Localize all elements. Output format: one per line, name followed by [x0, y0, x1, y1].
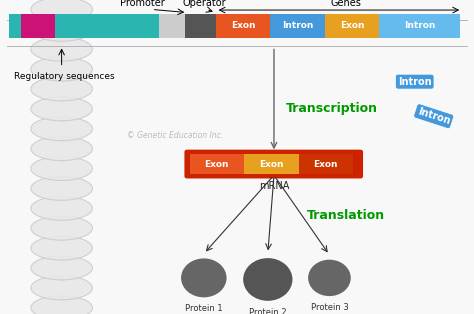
Text: Operator: Operator [182, 0, 226, 8]
Ellipse shape [31, 236, 92, 260]
Text: Exon: Exon [340, 21, 364, 30]
Bar [159, 14, 185, 38]
Ellipse shape [31, 17, 92, 41]
Ellipse shape [31, 137, 92, 160]
FancyBboxPatch shape [186, 151, 362, 177]
Ellipse shape [31, 97, 92, 121]
Ellipse shape [31, 77, 92, 101]
Bar [185, 14, 216, 38]
Text: Protein 2: Protein 2 [249, 308, 287, 314]
Text: Protein 1: Protein 1 [185, 304, 223, 313]
Ellipse shape [31, 157, 92, 181]
Text: Intron: Intron [398, 77, 431, 87]
Ellipse shape [31, 176, 92, 200]
Text: Intron: Intron [282, 21, 313, 30]
Text: Promoter: Promoter [120, 0, 164, 8]
Text: Intron: Intron [416, 106, 451, 126]
Bar [55, 14, 159, 38]
Ellipse shape [31, 0, 92, 21]
Bar [325, 14, 379, 38]
Text: Intron: Intron [404, 21, 435, 30]
Text: Protein 3: Protein 3 [310, 303, 348, 312]
Ellipse shape [31, 276, 92, 300]
Text: © Genetic Education Inc.: © Genetic Education Inc. [127, 131, 224, 139]
Bar [9, 14, 21, 38]
Text: Exon: Exon [231, 21, 255, 30]
Text: Translation: Translation [307, 208, 385, 222]
Text: Genes: Genes [330, 0, 362, 8]
Text: mRNA: mRNA [259, 181, 289, 191]
Text: Transcription: Transcription [286, 102, 378, 115]
Text: Exon: Exon [314, 160, 338, 169]
Bar [299, 154, 353, 174]
Ellipse shape [31, 37, 92, 61]
Ellipse shape [31, 196, 92, 220]
Bar [190, 154, 244, 174]
Ellipse shape [31, 57, 92, 81]
Ellipse shape [31, 216, 92, 240]
Ellipse shape [31, 256, 92, 280]
Ellipse shape [31, 117, 92, 141]
Ellipse shape [181, 258, 227, 297]
Bar [244, 154, 299, 174]
Ellipse shape [243, 258, 292, 301]
Bar [270, 14, 325, 38]
Bar [379, 14, 460, 38]
Text: Exon: Exon [205, 160, 229, 169]
Ellipse shape [31, 296, 92, 314]
Text: Exon: Exon [259, 160, 283, 169]
Ellipse shape [308, 260, 351, 296]
Bar [21, 14, 55, 38]
Text: Regulatory sequences: Regulatory sequences [14, 72, 114, 81]
Bar [216, 14, 270, 38]
